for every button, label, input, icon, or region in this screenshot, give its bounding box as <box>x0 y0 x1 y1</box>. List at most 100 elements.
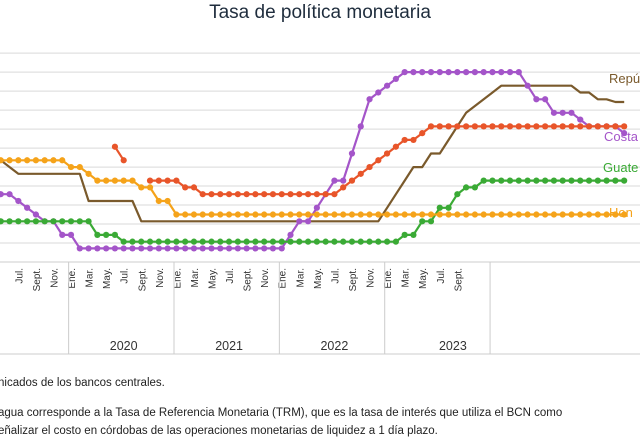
data-point <box>322 191 329 198</box>
x-tick-label: Ene. <box>383 268 394 289</box>
data-point <box>489 69 496 76</box>
data-point <box>559 109 566 116</box>
x-tick-label: May. <box>418 268 429 289</box>
data-point <box>577 123 584 130</box>
data-point <box>103 231 110 238</box>
data-point <box>427 218 435 225</box>
data-point <box>120 245 127 252</box>
data-point <box>287 211 294 218</box>
data-point <box>568 123 575 130</box>
data-point <box>111 245 119 252</box>
data-point <box>155 238 162 245</box>
data-point <box>252 191 259 198</box>
data-point <box>375 211 382 218</box>
data-point <box>173 177 180 184</box>
data-point <box>410 69 417 76</box>
data-point <box>138 238 145 245</box>
data-point <box>313 191 320 198</box>
data-point <box>568 211 575 218</box>
data-point <box>111 231 119 238</box>
data-point <box>594 177 601 184</box>
data-point <box>252 245 259 252</box>
data-point <box>489 123 496 130</box>
data-point <box>173 238 180 245</box>
data-point <box>225 238 233 245</box>
data-point <box>217 211 224 218</box>
data-point <box>357 170 364 177</box>
data-point <box>6 157 13 164</box>
data-point <box>463 211 470 218</box>
data-point <box>94 177 101 184</box>
data-point <box>138 184 145 191</box>
series-label: Hon <box>609 205 633 220</box>
data-point <box>348 211 356 218</box>
data-point <box>103 245 110 252</box>
data-point <box>577 177 584 184</box>
data-point <box>515 123 522 130</box>
x-tick-label: Ene. <box>67 268 78 289</box>
x-tick-label: Jul. <box>436 268 447 284</box>
data-point <box>304 238 312 245</box>
data-point <box>164 197 171 205</box>
data-point <box>410 211 417 218</box>
data-point <box>471 69 478 76</box>
data-point <box>111 177 119 184</box>
data-point <box>129 177 136 184</box>
data-point <box>243 238 250 245</box>
data-point <box>304 218 312 225</box>
data-point <box>445 211 452 218</box>
x-tick-label: Mar. <box>85 268 96 287</box>
data-point <box>199 238 206 245</box>
data-point <box>612 177 619 184</box>
data-point <box>103 177 110 184</box>
data-point <box>146 177 154 184</box>
series-line <box>0 84 625 223</box>
data-point <box>427 123 435 130</box>
x-tick-label: Nov. <box>155 268 166 288</box>
data-point <box>278 211 285 218</box>
data-point <box>612 123 619 130</box>
x-tick-label: Jul. <box>330 268 341 284</box>
data-point <box>375 89 382 96</box>
data-point <box>313 204 320 211</box>
data-point <box>585 177 593 184</box>
gridlines <box>0 52 640 263</box>
data-point <box>0 157 4 164</box>
data-point <box>59 231 66 238</box>
data-point <box>436 123 443 130</box>
data-point <box>375 238 382 245</box>
data-point <box>427 211 435 218</box>
x-tick-label: Nov. <box>366 268 377 288</box>
data-point <box>463 184 470 191</box>
data-point <box>164 177 171 184</box>
series-label: Costa <box>604 129 639 144</box>
data-point <box>269 238 277 245</box>
data-point <box>506 211 514 218</box>
data-point <box>261 245 268 252</box>
x-tick-label: Nov. <box>260 268 271 288</box>
data-point <box>6 218 13 225</box>
data-point <box>454 191 461 198</box>
data-point <box>340 184 347 191</box>
data-point <box>515 69 522 76</box>
data-point <box>252 238 259 245</box>
data-point <box>304 211 312 218</box>
data-point <box>427 69 435 76</box>
data-point <box>296 191 303 198</box>
data-point <box>94 245 101 252</box>
data-point <box>384 150 391 157</box>
data-point <box>120 177 127 184</box>
data-point <box>480 69 487 76</box>
data-point <box>59 157 66 164</box>
x-tick-label: May. <box>102 268 113 289</box>
data-point <box>331 191 338 198</box>
data-point <box>32 211 40 218</box>
data-point <box>471 184 478 191</box>
data-point <box>24 157 31 164</box>
data-point <box>94 231 101 238</box>
data-point <box>533 211 540 218</box>
data-point <box>331 177 338 184</box>
data-point <box>76 163 83 171</box>
data-point <box>463 69 470 76</box>
x-tick-label: May. <box>313 268 324 289</box>
